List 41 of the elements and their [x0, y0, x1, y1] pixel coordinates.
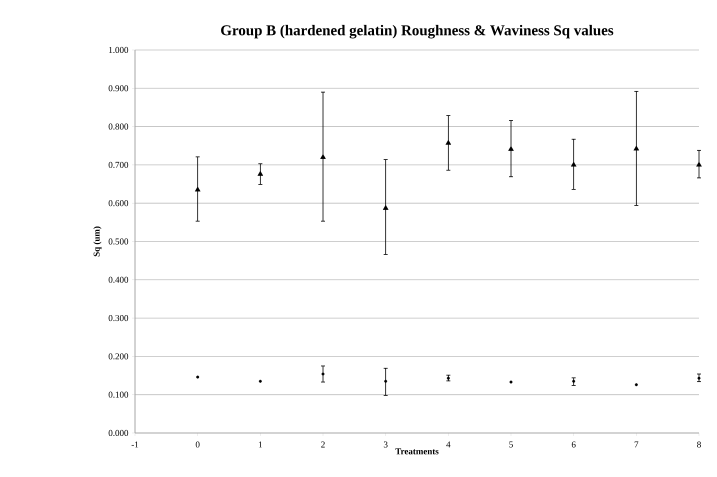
point — [510, 380, 513, 384]
point — [382, 204, 388, 210]
y-tick-label: 0.200 — [108, 353, 128, 360]
point — [570, 162, 576, 167]
y-axis-title: Sq (um) — [93, 226, 102, 256]
point — [698, 376, 700, 380]
x-tick-label: 5 — [509, 442, 513, 448]
point — [508, 146, 514, 151]
x-tick-label: 1 — [258, 442, 262, 448]
point — [696, 162, 702, 167]
point — [320, 154, 326, 159]
x-axis-title: Treatments — [395, 448, 439, 454]
x-tick-label: 7 — [634, 442, 638, 448]
point — [446, 140, 452, 145]
point — [194, 186, 200, 192]
point — [196, 376, 200, 379]
x-tick-label: 3 — [384, 442, 388, 448]
point — [572, 380, 576, 383]
y-tick-label: 0.600 — [108, 200, 128, 206]
chart-title: Group B (hardened gelatin) Roughness & Waviness Sq values — [221, 24, 614, 38]
y-tick-label: 0.300 — [108, 315, 128, 322]
y-tick-label: 0.000 — [108, 430, 128, 436]
x-tick-label: 4 — [446, 442, 450, 448]
x-tick-label: -1 — [132, 442, 138, 448]
y-tick-label: 0.900 — [108, 85, 128, 92]
point — [384, 380, 388, 383]
point — [634, 146, 640, 150]
x-tick-label: 6 — [572, 442, 576, 448]
y-tick-label: 0.400 — [108, 276, 128, 283]
y-tick-label: 0.100 — [108, 392, 128, 398]
x-tick-label: 0 — [196, 442, 200, 448]
x-tick-label: 8 — [697, 442, 701, 448]
x-tick-label: 2 — [321, 442, 325, 448]
y-tick-label: 0.700 — [108, 162, 128, 168]
y-tick-label: 0.800 — [108, 124, 128, 130]
point — [258, 170, 264, 176]
point — [634, 383, 638, 386]
point — [322, 372, 324, 376]
point — [258, 380, 262, 383]
y-tick-label: 1.000 — [109, 46, 128, 54]
y-tick-label: 0.500 — [108, 238, 128, 245]
